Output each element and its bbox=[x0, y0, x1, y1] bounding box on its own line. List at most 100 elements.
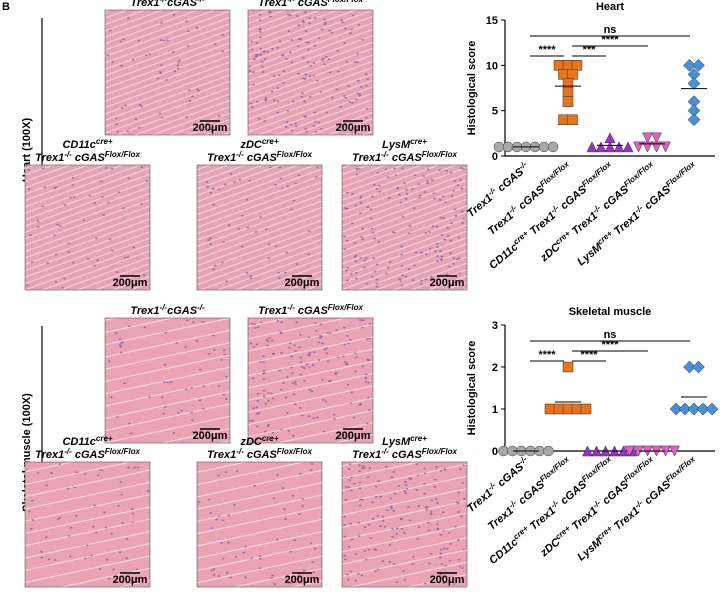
y-axis-label: Histological score bbox=[466, 341, 478, 436]
nucleus bbox=[350, 28, 354, 31]
point bbox=[553, 60, 565, 71]
nucleus bbox=[372, 257, 376, 260]
nucleus bbox=[144, 54, 148, 57]
point bbox=[567, 69, 578, 80]
nucleus bbox=[53, 234, 56, 237]
nucleus bbox=[279, 177, 283, 180]
nucleus bbox=[347, 342, 351, 345]
nucleus bbox=[355, 98, 359, 101]
nucleus bbox=[318, 334, 322, 337]
nucleus bbox=[115, 271, 119, 274]
nucleus bbox=[394, 174, 398, 177]
nucleus bbox=[307, 48, 310, 51]
nucleus bbox=[199, 368, 202, 371]
nucleus bbox=[191, 431, 195, 433]
nucleus bbox=[106, 54, 110, 57]
nucleus bbox=[396, 187, 399, 190]
nucleus bbox=[137, 126, 141, 129]
nucleus bbox=[282, 382, 285, 385]
superscript: -/- bbox=[517, 454, 529, 466]
nucleus bbox=[436, 246, 439, 248]
nucleus bbox=[345, 239, 349, 242]
nucleus bbox=[272, 99, 276, 101]
nucleus bbox=[375, 263, 379, 266]
nucleus bbox=[363, 466, 366, 469]
nucleus bbox=[371, 231, 375, 234]
nucleus bbox=[320, 28, 324, 31]
nucleus bbox=[367, 548, 371, 551]
nucleus bbox=[356, 572, 360, 575]
nucleus bbox=[292, 393, 296, 396]
label-text: cGAS bbox=[244, 449, 278, 461]
nucleus bbox=[312, 62, 316, 64]
nucleus bbox=[307, 415, 311, 418]
point bbox=[604, 141, 616, 153]
nucleus bbox=[359, 257, 363, 259]
nucleus bbox=[308, 22, 311, 25]
nucleus bbox=[358, 487, 362, 490]
nucleus bbox=[127, 177, 131, 180]
nucleus bbox=[407, 268, 411, 270]
label-text: Trex1 bbox=[258, 305, 287, 317]
nucleus bbox=[370, 195, 374, 198]
nucleus bbox=[115, 117, 118, 120]
point bbox=[582, 445, 593, 457]
nucleus bbox=[125, 557, 129, 560]
nucleus bbox=[176, 67, 180, 70]
nucleus bbox=[439, 548, 443, 551]
nucleus bbox=[259, 321, 263, 324]
nucleus bbox=[67, 251, 71, 254]
nucleus bbox=[426, 168, 430, 171]
point bbox=[544, 403, 556, 415]
histology-image bbox=[24, 164, 151, 291]
nucleus bbox=[222, 349, 226, 352]
nucleus bbox=[160, 22, 163, 24]
nucleus bbox=[375, 282, 379, 285]
nucleus bbox=[58, 463, 61, 466]
nucleus bbox=[313, 17, 317, 20]
nucleus bbox=[112, 568, 116, 571]
nucleus bbox=[186, 45, 190, 47]
nucleus bbox=[404, 480, 407, 483]
nucleus bbox=[258, 28, 262, 31]
nucleus bbox=[408, 477, 411, 480]
nucleus bbox=[227, 224, 231, 227]
nucleus bbox=[88, 194, 92, 197]
nucleus bbox=[360, 467, 364, 469]
nucleus bbox=[290, 372, 294, 374]
nucleus bbox=[345, 191, 349, 194]
nucleus bbox=[271, 352, 275, 355]
nucleus bbox=[326, 332, 330, 334]
scale-text: 200μm bbox=[336, 122, 371, 134]
nucleus bbox=[437, 581, 441, 583]
superscript: cre+ bbox=[410, 434, 427, 443]
nucleus bbox=[349, 570, 353, 573]
superscript: Flox/Flox bbox=[105, 447, 141, 456]
nucleus bbox=[361, 365, 364, 368]
nucleus bbox=[117, 504, 120, 507]
nucleus bbox=[429, 552, 433, 555]
nucleus bbox=[353, 255, 357, 258]
nucleus bbox=[215, 518, 219, 521]
nucleus bbox=[336, 356, 340, 359]
nucleus bbox=[307, 253, 311, 256]
nucleus bbox=[136, 466, 140, 469]
nucleus bbox=[453, 208, 457, 211]
nucleus bbox=[209, 191, 213, 194]
nucleus bbox=[114, 332, 118, 335]
nucleus bbox=[210, 527, 214, 530]
nucleus bbox=[379, 525, 382, 528]
nucleus bbox=[397, 485, 401, 488]
nucleus bbox=[384, 168, 388, 171]
nucleus bbox=[301, 20, 305, 23]
nucleus bbox=[299, 373, 303, 376]
nucleus bbox=[355, 356, 358, 359]
nucleus bbox=[227, 514, 231, 517]
nucleus bbox=[312, 125, 316, 128]
nucleus bbox=[448, 559, 452, 562]
nucleus bbox=[269, 166, 272, 169]
nucleus bbox=[358, 481, 362, 484]
label-text: cGAS bbox=[244, 152, 278, 164]
histology-image bbox=[196, 461, 323, 588]
superscript: -/- bbox=[197, 0, 205, 4]
